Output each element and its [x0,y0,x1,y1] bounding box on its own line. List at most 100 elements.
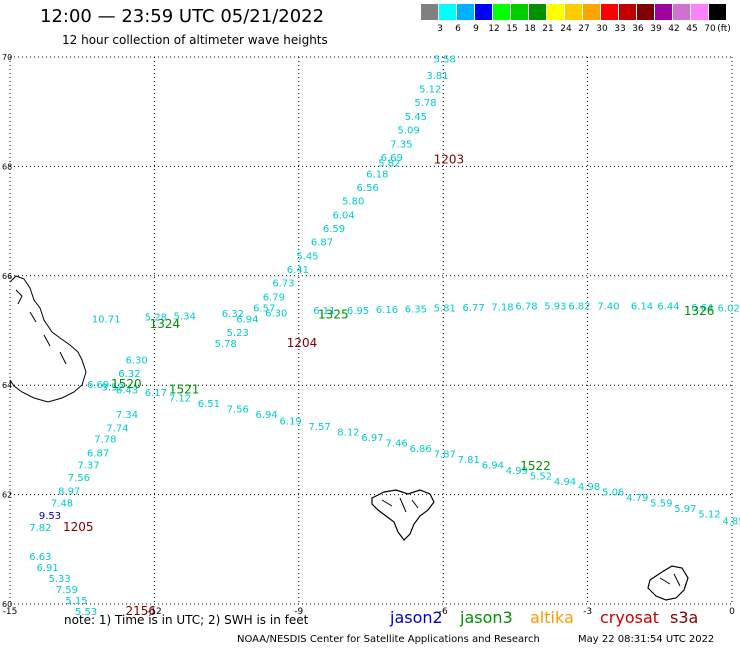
wave-height-value: 6.82 [568,302,590,313]
lon-tick-label: -9 [294,607,303,617]
wave-height-value: 6.86 [410,444,432,455]
wave-height-value: 7.87 [434,449,456,460]
lat-tick-label: 62 [2,491,12,500]
scale-label: 30 [596,24,608,34]
wave-height-value: 7.74 [106,424,128,435]
wave-height-value: 7.46 [385,438,407,449]
iceland-coastline [9,275,87,403]
wave-height-value: 6.57 [253,303,275,314]
shetland-islands-detail [659,573,681,587]
scale-swatch [709,4,726,20]
wave-height-value: 7.37 [77,460,99,471]
generated-timestamp: May 22 08:31:54 UTC 2022 [578,634,715,645]
wave-height-value: 6.94 [255,410,277,421]
lat-tick-label: 66 [2,272,12,281]
wave-height-value: 6.30 [126,355,148,366]
wave-height-value: 6.87 [87,448,109,459]
wave-height-value: 6.30 [265,308,287,319]
wave-height-value: 4.85 [722,517,740,528]
track-1325: 10.71 5.28 5.34 6.32 6.30 6.11 6.95 6.16 6.35 5.8… [92,302,740,331]
wave-height-value: 6.59 [323,224,345,235]
wave-height-value: 6.41 [287,265,309,276]
wave-height-value: 6.32 [222,309,244,320]
wave-height-value: 7.57 [308,422,330,433]
wave-height-value: 5.81 [434,303,456,314]
scale-label: 9 [473,24,479,34]
lat-tick-label: 64 [2,381,12,390]
wave-height-value: 5.45 [296,251,318,262]
wave-height-value: 8.12 [337,428,359,439]
legend-cryosat: cryosat [600,608,660,627]
wave-height-value: 10.71 [92,314,121,325]
wave-height-value: 7.48 [51,499,73,510]
wave-height-value: 5.12 [698,510,720,521]
scale-swatch [583,4,600,20]
wave-height-value: 7.35 [390,139,412,150]
wave-height-value: 6.04 [332,210,354,221]
wave-height-value: 7.56 [68,473,90,484]
lon-tick-label: 0 [729,607,735,617]
scale-label: 24 [560,24,572,34]
wave-height-value: 5.53 [75,607,97,618]
faroe-islands-detail [381,497,419,513]
wave-height-value: 5.58 [434,54,456,65]
legend-altika: altika [530,608,574,627]
wave-height-value: 5.80 [342,197,364,208]
wave-height-value: 5.59 [650,499,672,510]
wave-height-value: 5.23 [227,328,249,339]
wave-height-value: 6.79 [263,292,285,303]
scale-label: 3 [437,24,443,34]
scale-label: 36 [632,24,644,34]
scale-swatch [619,4,636,20]
lat-tick-label: 68 [2,162,12,171]
wave-height-value: 7.18 [491,302,513,313]
scale-label: 45 [686,24,698,34]
scale-swatch [475,4,492,20]
scale-swatch [421,4,438,20]
footer-note: note: 1) Time is in UTC; 2) SWH is in fe… [64,613,309,627]
pass-time-label: 1521 [169,382,200,396]
pass-time-label: 1325 [318,307,349,321]
lon-tick-label: -12 [147,607,162,617]
wave-height-value: 6.56 [357,183,379,194]
pass-time-label: 1520 [111,377,142,391]
wave-height-value: 6.63 [29,552,51,563]
legend-jason3: jason3 [460,608,513,627]
scale-swatch [565,4,582,20]
wave-height-value: 9.53 [39,511,61,522]
pass-time-label: 1522 [520,459,551,473]
wave-height-value: 5.09 [397,126,419,137]
wave-height-value: 6.78 [515,302,537,313]
lon-tick-label: -6 [439,607,448,617]
wave-height-value: 7.12 [169,394,191,405]
wave-height-value: 5.15 [65,596,87,607]
wave-height-value: 7.34 [116,410,138,421]
wave-height-value: 6.19 [280,417,302,428]
map-axes: -15 -12 -9 -6 -3 0 70 68 66 64 62 60 [2,53,735,617]
scale-label: 12 [488,24,500,34]
wave-height-value: 5.52 [101,383,123,394]
scale-swatch [457,4,474,20]
wave-height-value: 6.32 [118,369,140,380]
wave-height-value: 7.40 [597,302,619,313]
scale-swatch [547,4,564,20]
wave-height-value: 6.91 [36,563,58,574]
lat-tick-label: 70 [2,53,12,62]
credit-line: NOAA/NESDIS Center for Satellite Applica… [237,634,540,645]
wave-height-value: 6.69 [381,153,403,164]
wave-height-value: 6.44 [657,302,679,313]
wave-height-value: 6.95 [347,306,369,317]
scale-swatch [673,4,690,20]
wave-height-value: 6.51 [198,399,220,410]
wave-height-value: 5.06 [602,488,624,499]
wave-height-value: 6.35 [405,304,427,315]
wave-height-value: 6.16 [376,305,398,316]
scale-swatch [655,4,672,20]
scale-label: 70 [704,24,716,34]
wave-height-value: 7.56 [227,405,249,416]
legend-jason2: jason2 [390,608,443,627]
wave-height-value: 6.97 [361,433,383,444]
wave-height-value: 6.87 [311,238,333,249]
scale-swatch [493,4,510,20]
